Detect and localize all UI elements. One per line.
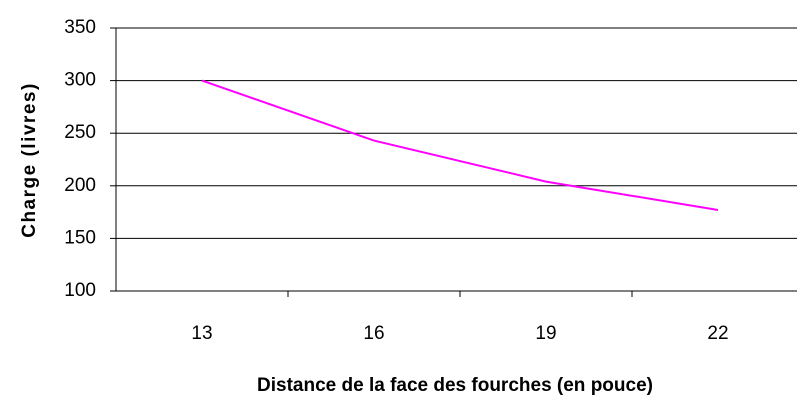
x-tick-label: 16 (363, 323, 384, 344)
y-tick-label: 150 (64, 227, 96, 248)
y-tick-label: 300 (64, 70, 96, 91)
y-tick-label: 100 (64, 280, 96, 301)
y-axis-title: Charge (livres) (19, 82, 40, 238)
x-tick-label: 22 (707, 323, 728, 344)
y-tick-label: 250 (64, 122, 96, 143)
x-tick-label: 19 (535, 323, 556, 344)
y-tick-label: 200 (64, 175, 96, 196)
x-tick-label: 13 (191, 323, 212, 344)
x-axis-title: Distance de la face des fourches (en pou… (257, 375, 653, 396)
y-tick-label: 350 (64, 17, 96, 38)
data-line (201, 79, 719, 211)
